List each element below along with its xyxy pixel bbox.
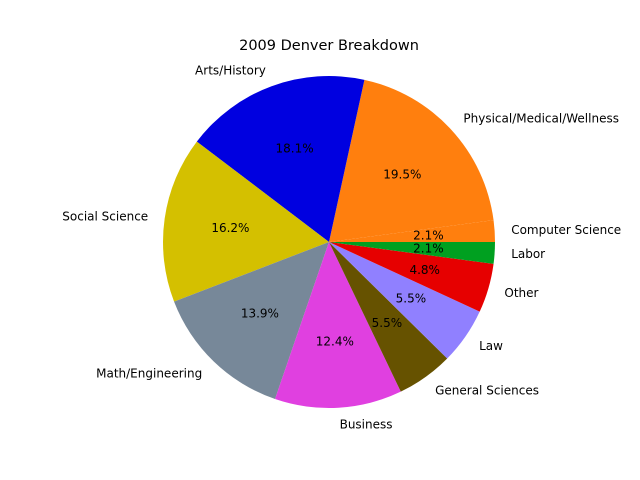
pie-slice-general-sciences <box>329 242 448 392</box>
slice-label-labor: Labor <box>511 247 545 261</box>
slice-percent-other: 4.8% <box>409 263 440 277</box>
slice-percent-law: 5.5% <box>396 292 427 306</box>
slice-percent-arts-history: 18.1% <box>276 142 314 156</box>
slice-label-business: Business <box>340 417 393 431</box>
slice-label-math-engineering: Math/Engineering <box>96 366 202 380</box>
pie-slice-computer-science <box>329 220 496 242</box>
slice-label-social-science: Social Science <box>62 209 148 223</box>
pie-slice-math-engineering <box>174 242 329 399</box>
pie-slice-social-science <box>163 141 329 302</box>
chart-title: 2009 Denver Breakdown <box>239 38 419 54</box>
slice-percent-business: 12.4% <box>316 334 354 348</box>
slice-percent-general-sciences: 5.5% <box>372 316 403 330</box>
slice-label-physical-medical-wellness: Physical/Medical/Wellness <box>463 111 619 125</box>
pie-slice-labor <box>329 242 495 264</box>
pie-slices <box>163 75 496 408</box>
pie-labels: Computer Science 2.1% Physical/Medical/Wel… <box>62 64 621 432</box>
slice-label-general-sciences: General Sciences <box>435 384 539 398</box>
slice-label-law: Law <box>479 339 503 353</box>
slice-label-arts-history: Arts/History <box>195 64 266 78</box>
slice-label-other: Other <box>504 286 538 300</box>
slice-percent-math-engineering: 13.9% <box>241 307 279 321</box>
slice-percent-physical-medical-wellness: 19.5% <box>383 168 421 182</box>
pie-slice-other <box>329 242 494 312</box>
slice-percent-social-science: 16.2% <box>211 221 249 235</box>
slice-label-computer-science: Computer Science <box>511 223 621 237</box>
slice-percent-labor: 2.1% <box>413 242 444 256</box>
pie-slice-business <box>275 242 401 408</box>
pie-slice-physical-medical-wellness <box>329 79 494 242</box>
pie-slice-arts-history <box>196 75 365 242</box>
slice-percent-computer-science: 2.1% <box>413 228 444 242</box>
pie-slice-law <box>329 242 480 359</box>
